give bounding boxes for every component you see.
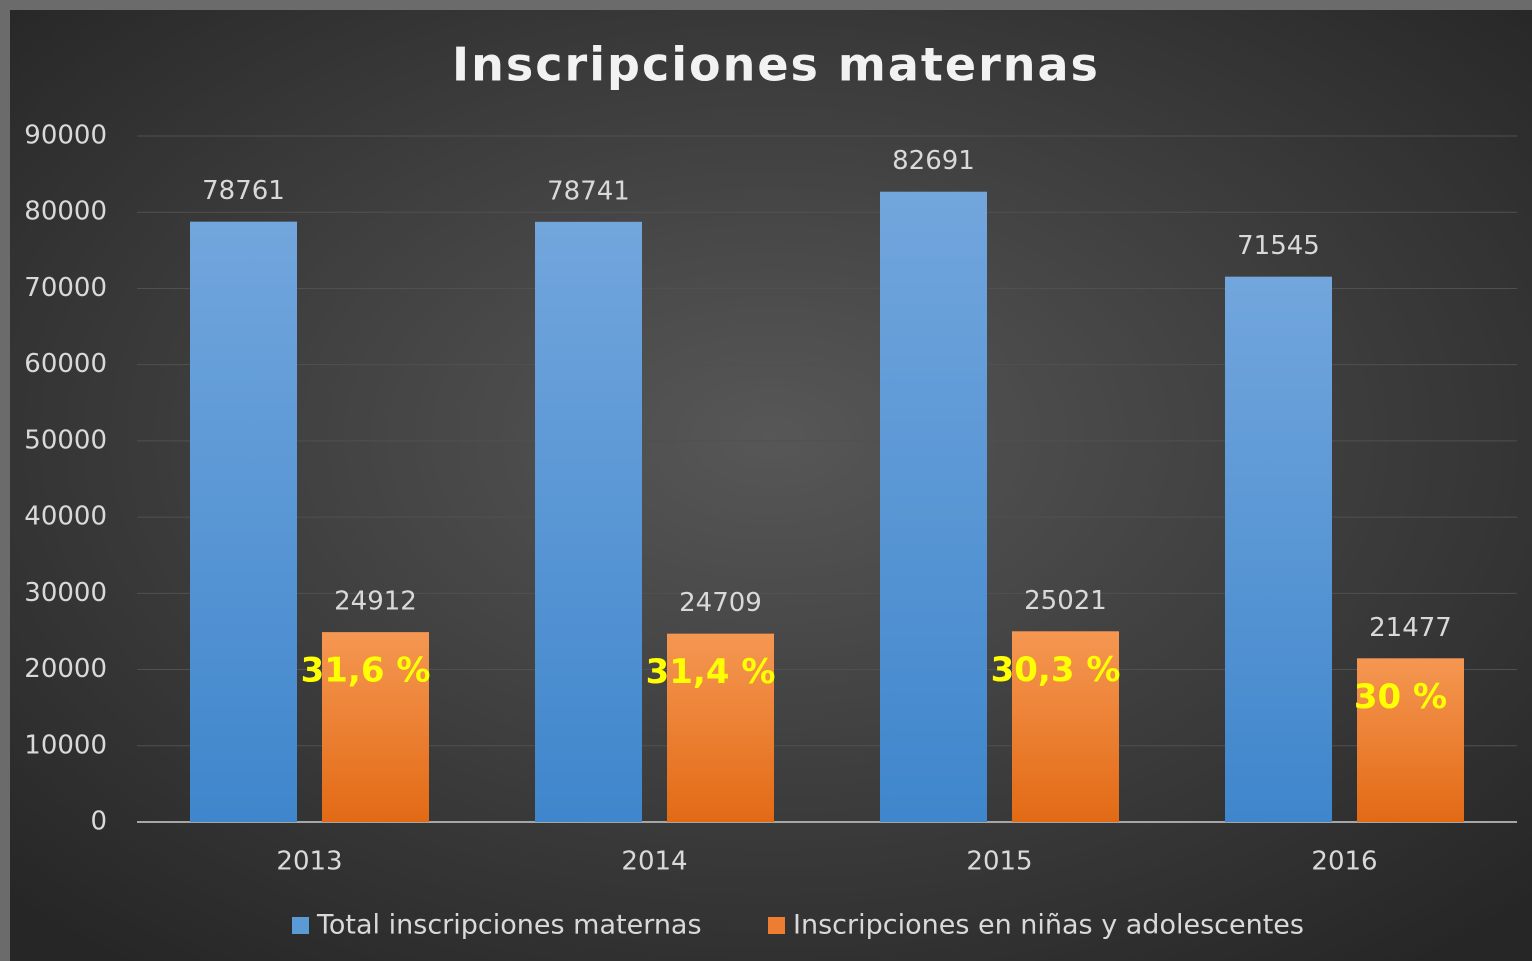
y-tick-label: 20000 [24,654,107,684]
x-tick-label: 2014 [621,847,687,877]
legend-swatch [768,917,785,934]
value-label: 78741 [547,176,630,206]
legend-label: Inscripciones en niñas y adolescentes [793,910,1304,941]
value-label: 24709 [679,588,762,618]
y-tick-label: 10000 [24,730,107,760]
annotation: 31,6 % [301,651,431,691]
y-tick-label: 70000 [24,273,107,303]
value-label: 25021 [1024,586,1107,616]
bar [1225,276,1332,823]
annotation: 31,4 % [646,652,776,692]
annotation: 30,3 % [991,650,1121,690]
bar [322,632,429,822]
value-label: 71545 [1237,231,1320,261]
y-tick-label: 40000 [24,502,107,532]
bar [190,221,297,823]
chart-title: Inscripciones maternas [452,38,1100,92]
y-tick-label: 30000 [24,578,107,608]
y-tick-label: 60000 [24,349,107,379]
annotation: 30 % [1354,677,1447,717]
y-tick-label: 90000 [24,121,107,151]
bar [535,221,642,822]
x-tick-label: 2015 [966,847,1032,877]
bar [880,191,987,822]
bar [667,633,774,822]
x-tick-label: 2016 [1311,847,1377,877]
bar [1012,631,1119,822]
value-label: 82691 [892,146,975,176]
legend-label: Total inscripciones maternas [316,910,702,941]
legend-swatch [292,917,309,934]
y-tick-label: 50000 [24,425,107,455]
x-tick-label: 2013 [276,847,342,877]
y-tick-label: 80000 [24,197,107,227]
value-label: 24912 [334,587,417,617]
value-label: 21477 [1369,613,1452,643]
value-label: 78761 [202,176,285,206]
y-tick-label: 0 [90,807,107,837]
bar [1357,658,1464,822]
